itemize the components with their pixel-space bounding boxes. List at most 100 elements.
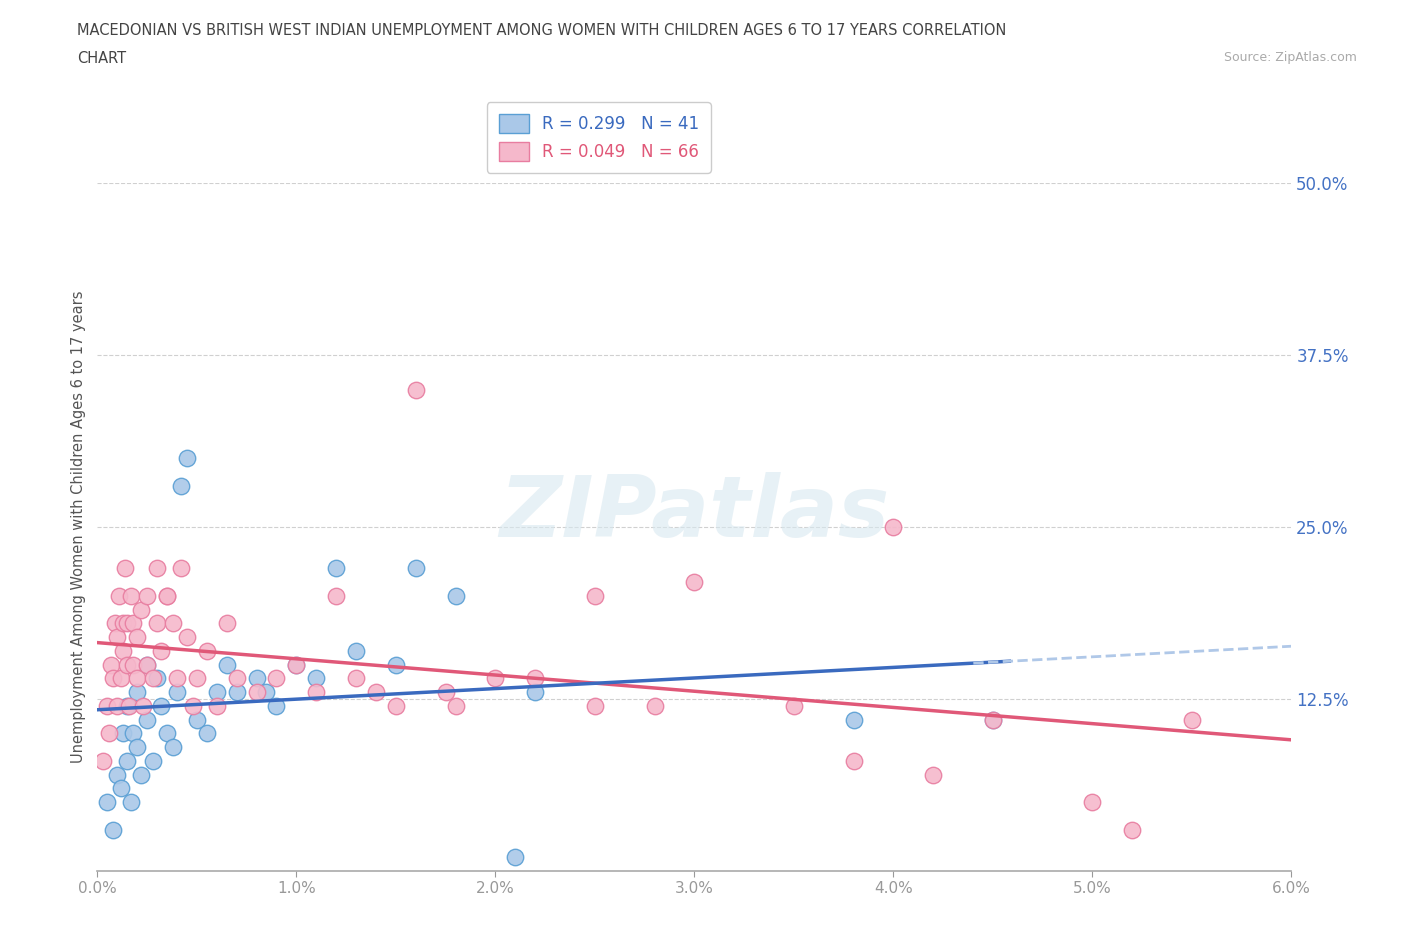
Point: [115, 616, 138, 631]
Text: MACEDONIAN VS BRITISH WEST INDIAN UNEMPLOYMENT AMONG WOMEN WITH CHILDREN AGES 6 : MACEDONIAN VS BRITISH WEST INDIAN UNEMPL…: [77, 23, 1007, 38]
Point: [344, 644, 367, 658]
Point: [156, 589, 179, 604]
Point: [215, 616, 238, 631]
Point: [115, 658, 138, 672]
Point: [205, 684, 228, 699]
Point: [142, 671, 165, 686]
Point: [285, 658, 308, 672]
Point: [181, 698, 204, 713]
Point: [127, 684, 149, 699]
Point: [215, 658, 238, 672]
Point: [842, 753, 865, 768]
Point: [205, 698, 228, 713]
Point: [195, 644, 218, 658]
Point: [118, 698, 141, 713]
Point: [114, 561, 136, 576]
Point: [120, 795, 142, 810]
Point: [195, 726, 218, 741]
Point: [104, 616, 127, 631]
Point: [305, 684, 328, 699]
Point: [644, 698, 666, 713]
Point: [115, 698, 138, 713]
Point: [385, 658, 408, 672]
Point: [484, 671, 506, 686]
Point: [405, 382, 427, 397]
Point: [170, 561, 193, 576]
Point: [105, 767, 128, 782]
Point: [105, 630, 128, 644]
Point: [98, 726, 121, 741]
Point: [122, 726, 145, 741]
Point: [186, 712, 208, 727]
Point: [524, 671, 547, 686]
Point: [110, 781, 132, 796]
Point: [444, 589, 467, 604]
Point: [882, 520, 904, 535]
Text: ZIPatlas: ZIPatlas: [499, 472, 890, 555]
Point: [150, 698, 173, 713]
Point: [156, 589, 179, 604]
Point: [1121, 822, 1143, 837]
Point: [120, 589, 142, 604]
Point: [127, 671, 149, 686]
Point: [176, 451, 198, 466]
Point: [142, 753, 165, 768]
Point: [434, 684, 457, 699]
Point: [146, 561, 169, 576]
Point: [1081, 795, 1104, 810]
Point: [112, 616, 135, 631]
Point: [162, 616, 184, 631]
Point: [245, 684, 267, 699]
Point: [136, 658, 159, 672]
Point: [783, 698, 806, 713]
Point: [150, 644, 173, 658]
Point: [96, 795, 118, 810]
Point: [266, 671, 288, 686]
Point: [115, 753, 138, 768]
Point: [136, 589, 159, 604]
Point: [842, 712, 865, 727]
Point: [325, 561, 347, 576]
Point: [245, 671, 267, 686]
Legend: R = 0.299   N = 41, R = 0.049   N = 66: R = 0.299 N = 41, R = 0.049 N = 66: [486, 102, 710, 173]
Point: [91, 753, 114, 768]
Point: [112, 644, 135, 658]
Point: [444, 698, 467, 713]
Point: [166, 684, 188, 699]
Point: [285, 658, 308, 672]
Point: [170, 479, 193, 494]
Point: [524, 684, 547, 699]
Text: Source: ZipAtlas.com: Source: ZipAtlas.com: [1223, 51, 1357, 64]
Point: [1181, 712, 1204, 727]
Point: [186, 671, 208, 686]
Point: [583, 698, 606, 713]
Point: [103, 671, 125, 686]
Point: [981, 712, 1004, 727]
Point: [325, 589, 347, 604]
Point: [96, 698, 118, 713]
Point: [146, 616, 169, 631]
Point: [583, 589, 606, 604]
Point: [105, 698, 128, 713]
Point: [405, 561, 427, 576]
Point: [364, 684, 387, 699]
Point: [225, 671, 247, 686]
Text: CHART: CHART: [77, 51, 127, 66]
Point: [162, 739, 184, 754]
Point: [112, 726, 135, 741]
Point: [503, 850, 526, 865]
Point: [122, 658, 145, 672]
Point: [129, 767, 152, 782]
Point: [166, 671, 188, 686]
Point: [146, 671, 169, 686]
Point: [176, 630, 198, 644]
Point: [266, 698, 288, 713]
Point: [127, 630, 149, 644]
Point: [305, 671, 328, 686]
Point: [122, 616, 145, 631]
Point: [225, 684, 247, 699]
Point: [156, 726, 179, 741]
Point: [256, 684, 278, 699]
Point: [132, 698, 155, 713]
Point: [100, 658, 122, 672]
